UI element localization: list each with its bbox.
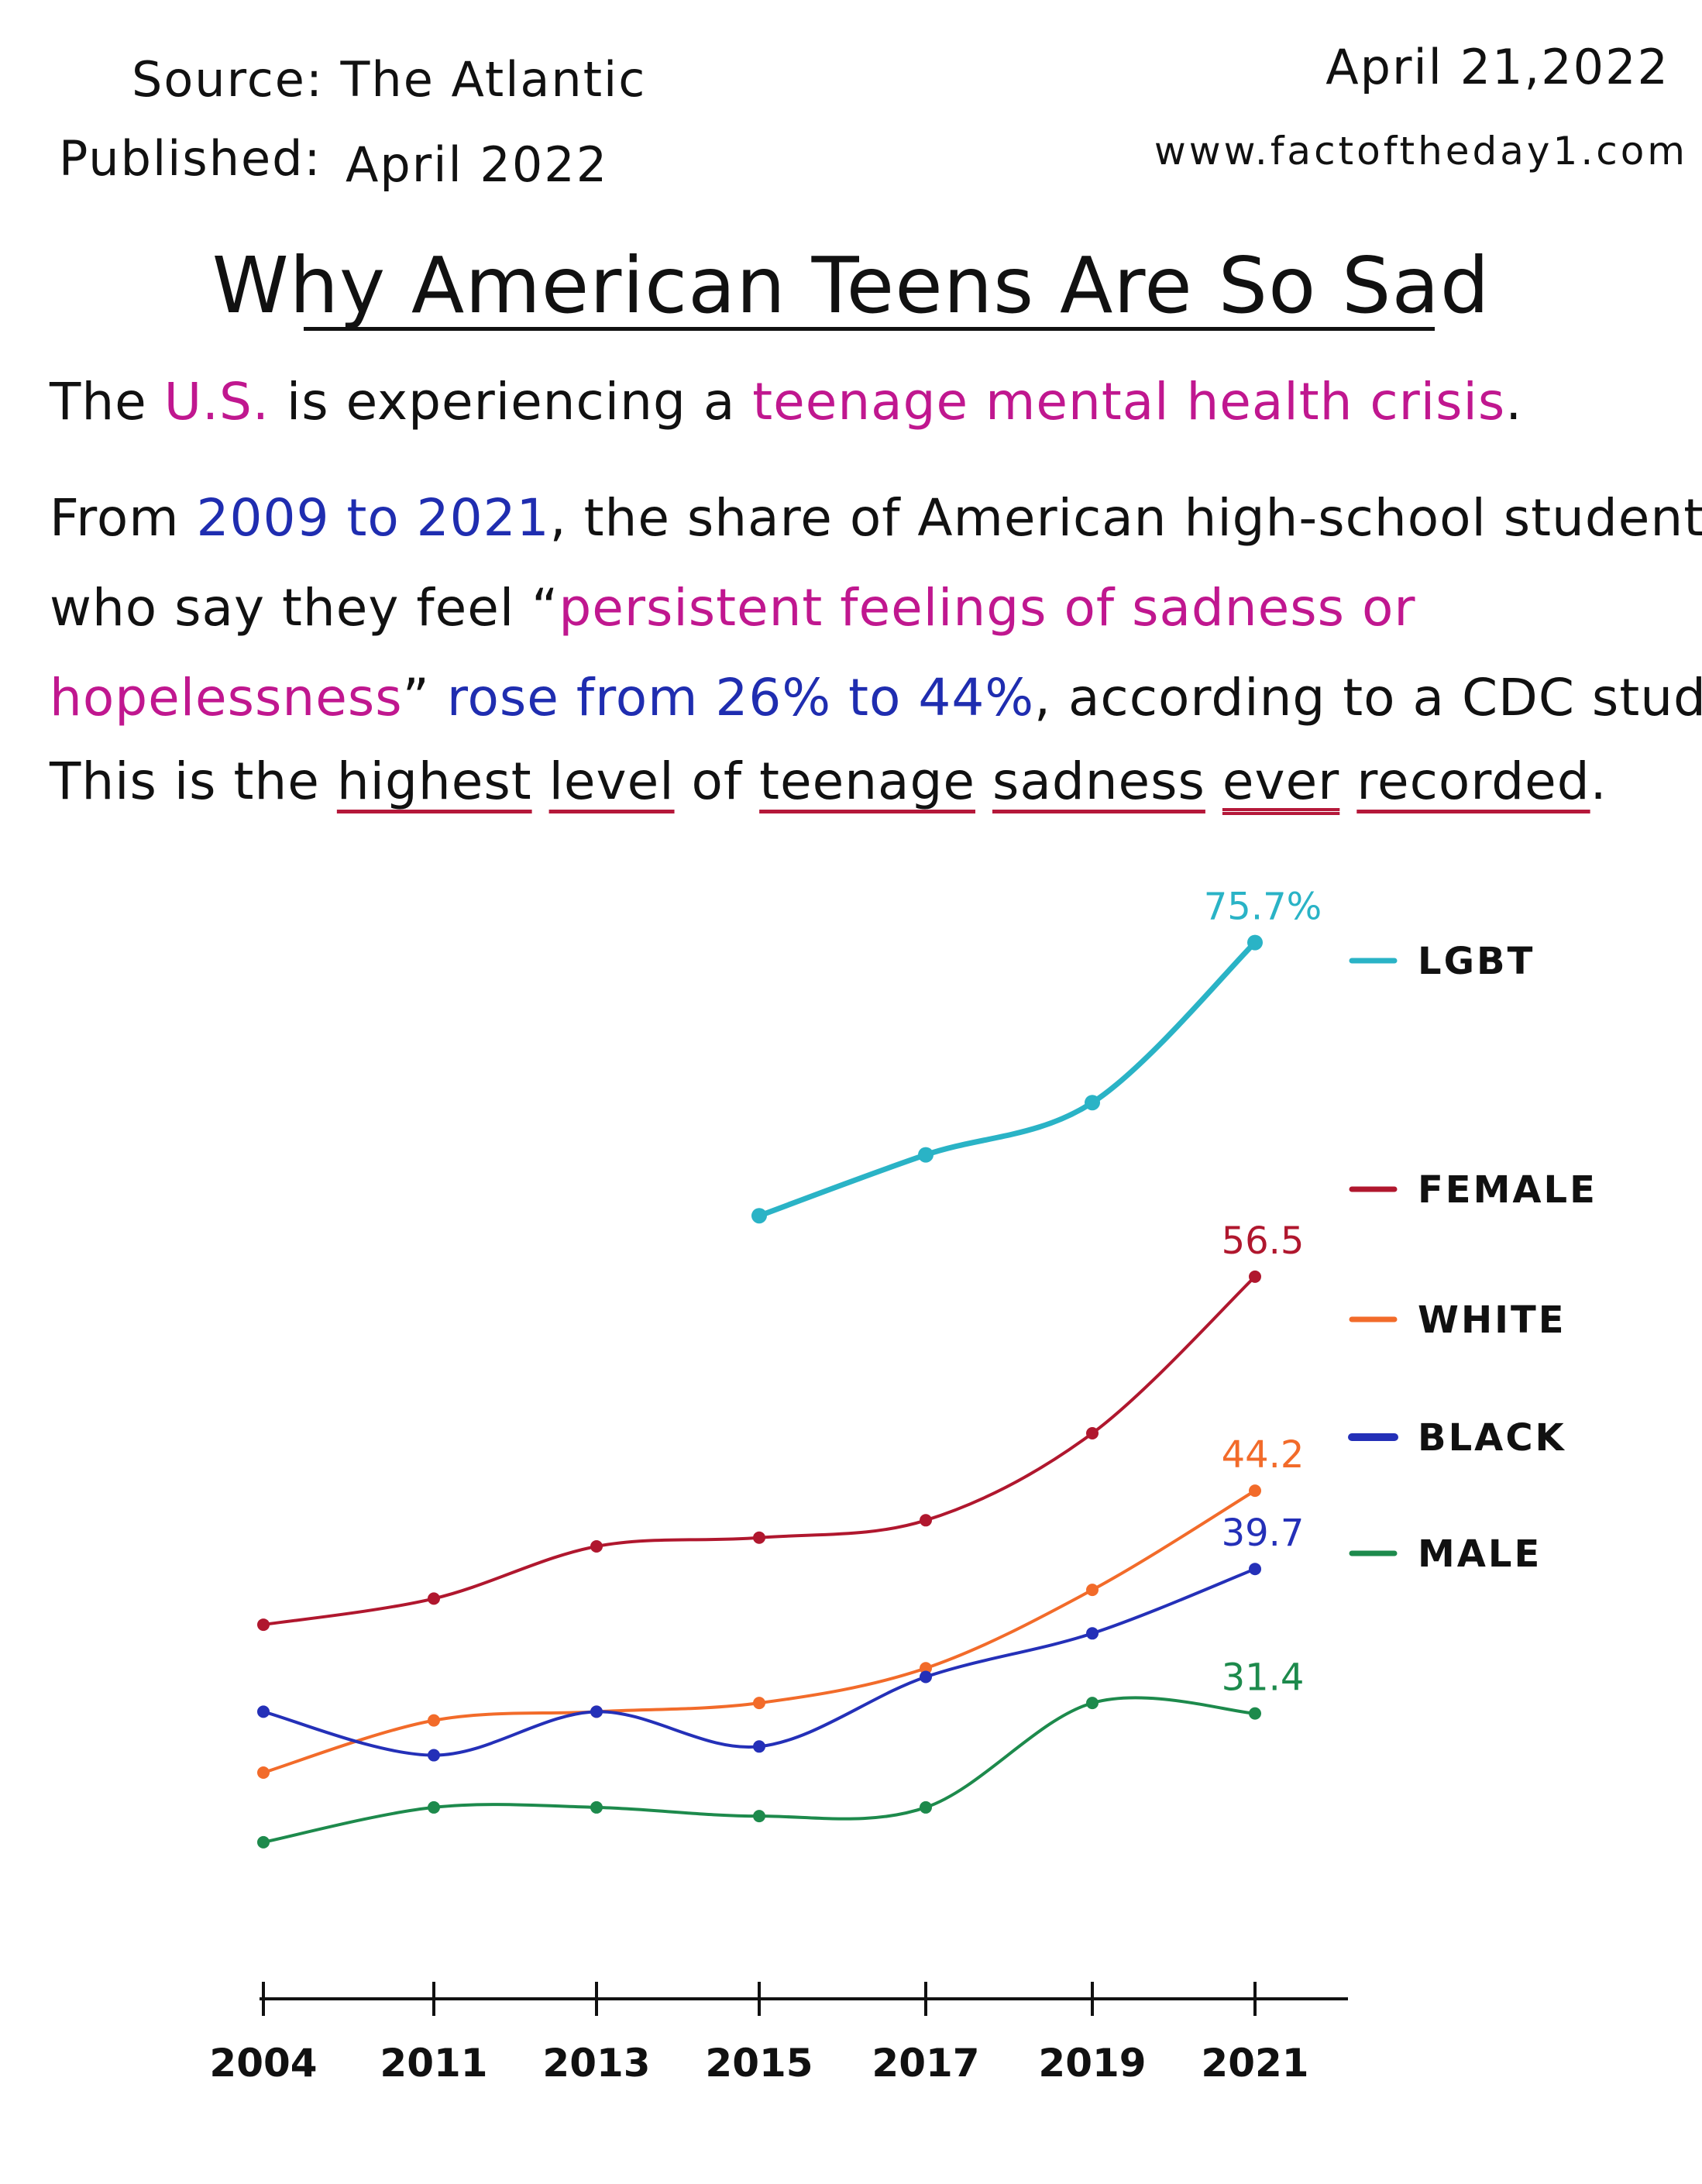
data-point-white bbox=[1086, 1584, 1099, 1597]
website-link[interactable]: www.factoftheday1.com bbox=[1154, 129, 1688, 174]
published-value: April 2022 bbox=[346, 136, 609, 193]
published-label: Published: bbox=[59, 130, 322, 187]
data-point-female bbox=[920, 1514, 932, 1527]
series-line-black bbox=[262, 1567, 1257, 1757]
data-point-male bbox=[1249, 1707, 1261, 1720]
data-point-female bbox=[590, 1540, 603, 1553]
detail-text: , the share of American high-school stud… bbox=[549, 488, 1702, 548]
detail-line-3: hopelessness” rose from 26% to 44%, acco… bbox=[50, 668, 1702, 727]
data-point-lgbt bbox=[918, 1147, 934, 1163]
intro-text: is experiencing a bbox=[269, 372, 753, 432]
legend-label-black: BLACK bbox=[1418, 1416, 1566, 1460]
underlined-word: sadness bbox=[992, 752, 1205, 811]
end-value-label-male: 31.4 bbox=[1222, 1656, 1305, 1700]
series-line-lgbt bbox=[756, 940, 1258, 1219]
detail-text: This is the bbox=[50, 752, 337, 811]
detail-line-4: This is the highest level of teenage sad… bbox=[50, 752, 1607, 811]
intro-text: . bbox=[1505, 372, 1523, 432]
data-point-white bbox=[1249, 1484, 1261, 1498]
crisis-highlight: teenage mental health crisis bbox=[752, 372, 1506, 432]
detail-text: ” bbox=[402, 668, 447, 727]
data-point-white bbox=[920, 1662, 932, 1675]
data-point-black bbox=[1086, 1627, 1099, 1640]
detail-line-1: From 2009 to 2021, the share of American… bbox=[50, 488, 1702, 548]
x-tick-label: 2015 bbox=[705, 2041, 813, 2086]
underlined-word: teenage bbox=[759, 752, 975, 811]
data-point-black bbox=[257, 1705, 270, 1718]
underlined-word: ever bbox=[1222, 752, 1340, 811]
data-point-male bbox=[428, 1801, 440, 1814]
data-point-lgbt bbox=[1085, 1095, 1100, 1111]
hopelessness-highlight: hopelessness bbox=[50, 668, 403, 727]
data-point-male bbox=[753, 1810, 765, 1823]
underlined-word: recorded bbox=[1356, 752, 1590, 811]
data-point-female bbox=[1086, 1427, 1099, 1439]
legend-label-female: FEMALE bbox=[1418, 1168, 1597, 1212]
underlined-word: level bbox=[548, 752, 675, 811]
data-point-black bbox=[1249, 1563, 1261, 1576]
data-point-white bbox=[428, 1714, 440, 1727]
detail-text: . bbox=[1590, 752, 1607, 811]
rise-highlight: rose from 26% to 44% bbox=[446, 668, 1035, 727]
detail-text: who say they feel “ bbox=[50, 578, 559, 638]
data-point-black bbox=[590, 1705, 603, 1718]
title-underline bbox=[304, 327, 1435, 331]
data-point-black bbox=[753, 1740, 765, 1753]
data-point-male bbox=[1086, 1697, 1099, 1710]
data-point-lgbt bbox=[751, 1208, 767, 1224]
end-value-label-black: 39.7 bbox=[1222, 1512, 1305, 1555]
data-point-black bbox=[428, 1749, 440, 1762]
legend-label-lgbt: LGBT bbox=[1418, 940, 1535, 983]
data-point-female bbox=[753, 1531, 765, 1544]
series-line-female bbox=[262, 1274, 1257, 1627]
date-label: April 21,2022 bbox=[1325, 39, 1669, 95]
underlined-word: highest bbox=[336, 752, 532, 811]
x-tick-label: 2017 bbox=[872, 2041, 979, 2086]
detail-line-2: who say they feel “persistent feelings o… bbox=[50, 578, 1416, 638]
us-highlight: U.S. bbox=[163, 372, 270, 432]
detail-text: of bbox=[674, 752, 760, 811]
data-point-white bbox=[753, 1697, 765, 1710]
data-point-female bbox=[1249, 1270, 1261, 1283]
x-tick-label: 2013 bbox=[542, 2041, 650, 2086]
x-tick-label: 2019 bbox=[1038, 2041, 1146, 2086]
detail-text: From bbox=[50, 488, 197, 548]
data-point-male bbox=[590, 1801, 603, 1814]
end-value-label-female: 56.5 bbox=[1222, 1219, 1305, 1263]
year-range-highlight: 2009 to 2021 bbox=[196, 488, 550, 548]
detail-text: , according to a CDC study. bbox=[1034, 668, 1702, 727]
legend-label-white: WHITE bbox=[1418, 1298, 1566, 1342]
data-point-lgbt bbox=[1247, 934, 1263, 951]
data-point-male bbox=[257, 1835, 270, 1849]
data-point-black bbox=[920, 1670, 932, 1684]
data-point-female bbox=[428, 1592, 440, 1605]
x-tick-label: 2011 bbox=[380, 2041, 487, 2086]
data-point-female bbox=[257, 1618, 270, 1632]
end-value-label-lgbt: 75.7% bbox=[1204, 886, 1322, 929]
sadness-quote-highlight: persistent feelings of sadness or bbox=[559, 578, 1416, 638]
intro-text: The bbox=[50, 372, 164, 432]
page-title: Why American Teens Are So Sad bbox=[211, 240, 1491, 331]
legend-label-male: MALE bbox=[1418, 1532, 1542, 1576]
data-point-white bbox=[257, 1766, 270, 1779]
end-value-label-white: 44.2 bbox=[1222, 1433, 1305, 1477]
x-tick-label: 2004 bbox=[209, 2041, 317, 2086]
source-label: Source: The Atlantic bbox=[132, 51, 647, 108]
data-point-male bbox=[920, 1801, 932, 1814]
intro-paragraph: The U.S. is experiencing a teenage menta… bbox=[50, 372, 1522, 432]
line-chart: 2004 2011 2013 2015 2017 2019 2021 75.7% 56.5 44… bbox=[209, 886, 1597, 2086]
x-tick-label: 2021 bbox=[1201, 2041, 1308, 2086]
